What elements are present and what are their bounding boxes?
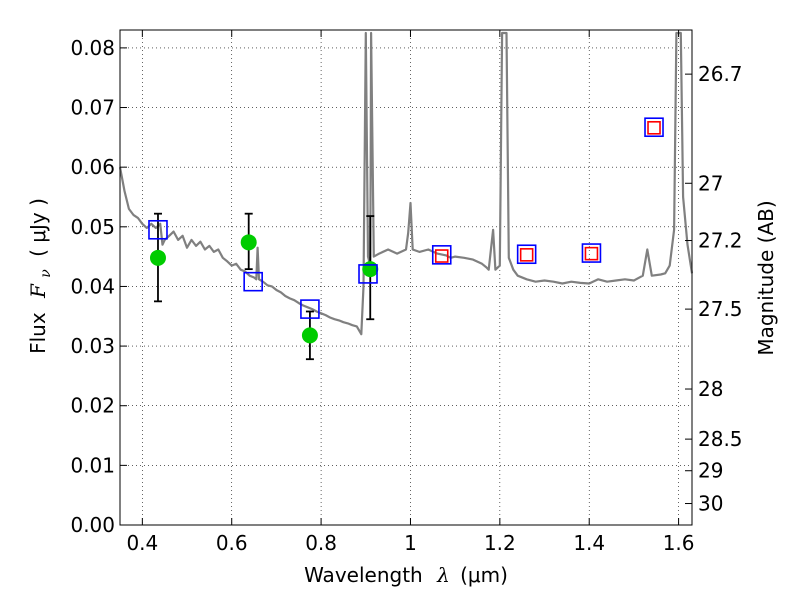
observed-flux-point <box>240 234 257 251</box>
y-tick-label: 0.04 <box>70 274 115 298</box>
x-tick-label: 0.6 <box>216 531 248 555</box>
x-axis-title-symbol: λ <box>436 563 450 587</box>
axis-ticks: 0.4 0.6 0.8 1 1.2 1.4 1.6 0.00 0.01 0.02 0.03 0.04 0… <box>70 30 743 555</box>
right-axis-title: Magnitude (AB) <box>754 200 778 355</box>
x-axis-title-prefix: Wavelength <box>304 563 423 587</box>
right-tick-label: 28 <box>698 377 723 401</box>
right-tick-label: 30 <box>698 492 723 516</box>
y-tick-label: 0.02 <box>70 394 115 418</box>
blue-square-marker <box>358 264 378 284</box>
right-tick-label: 27.5 <box>698 297 743 321</box>
gridlines <box>120 30 692 526</box>
x-tick-label: 1.4 <box>573 531 605 555</box>
x-tick-label: 1.2 <box>484 531 516 555</box>
x-tick-label: 1 <box>404 531 417 555</box>
blue-square-marker <box>431 245 452 265</box>
blue-square-marker <box>148 219 168 240</box>
observed-flux-point <box>301 327 318 344</box>
right-tick-label: 27 <box>698 171 723 195</box>
red-square-marker <box>519 248 534 262</box>
observed-flux-point <box>149 249 166 266</box>
right-tick-label: 28.5 <box>698 427 743 451</box>
model-spectrum-layer <box>118 31 694 336</box>
y-axis-title: Flux F ν ( μJy ) <box>26 198 55 354</box>
photometry-markers <box>148 117 664 361</box>
y-axis-title-symbol: F <box>26 283 50 299</box>
blue-square-marker <box>644 117 664 138</box>
model-spectrum-line <box>118 31 694 336</box>
y-tick-label: 0.03 <box>70 334 115 358</box>
y-tick-label: 0.06 <box>70 155 115 179</box>
plot-frame <box>119 29 693 526</box>
y-tick-label: 0.08 <box>70 36 115 60</box>
y-tick-label: 0.07 <box>70 96 115 120</box>
y-tick-label: 0.01 <box>70 453 115 477</box>
x-axis-title-unit: (μm) <box>460 563 508 587</box>
x-tick-label: 0.8 <box>305 531 337 555</box>
x-tick-label: 1.6 <box>663 531 695 555</box>
observed-flux-point <box>362 261 379 278</box>
y-axis-title-unit: ( μJy ) <box>26 198 50 257</box>
blue-square-marker <box>243 271 263 292</box>
blue-square-marker <box>516 244 537 265</box>
red-square-marker <box>584 246 599 261</box>
x-tick-label: 0.4 <box>126 531 158 555</box>
y-axis-title-subscript: ν <box>38 269 54 278</box>
blue-square-marker <box>300 299 320 319</box>
red-square-marker <box>434 249 449 263</box>
y-tick-label: 0.05 <box>70 215 115 239</box>
right-tick-label: 26.7 <box>698 62 743 86</box>
x-axis-title: Wavelength λ (μm) <box>304 563 508 587</box>
y-axis-title-prefix: Flux <box>26 312 50 354</box>
y-tick-label: 0.00 <box>70 513 115 537</box>
blue-square-marker <box>581 243 602 263</box>
red-square-marker <box>647 121 661 135</box>
right-tick-label: 29 <box>698 459 723 483</box>
right-tick-label: 27.2 <box>698 229 743 253</box>
